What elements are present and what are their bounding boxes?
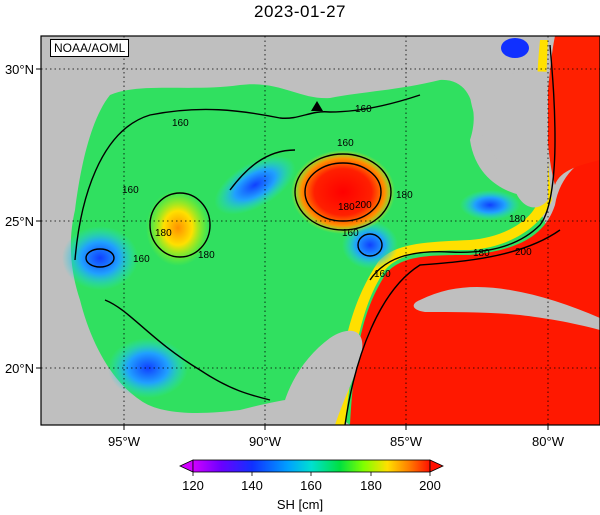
- cold-eddy-west: [62, 226, 138, 290]
- colorbar-min-arrow: [179, 459, 194, 473]
- yucatan-land: [280, 330, 363, 425]
- contour-line: [229, 149, 296, 191]
- colorbar-max-arrow: [429, 459, 444, 473]
- cold-band-central: [214, 155, 296, 215]
- credit-label: NOAA/AOML: [50, 39, 130, 57]
- cold-patch-northeast: [501, 38, 529, 58]
- cold-patch-shelf: [460, 190, 520, 220]
- contour-label: 200: [515, 247, 532, 258]
- x-tick-label: 80°W: [532, 434, 565, 449]
- colorbar-tick-label: 180: [360, 478, 382, 493]
- contour-label: 180: [338, 202, 355, 213]
- x-tick-label: 90°W: [249, 434, 282, 449]
- colorbar-label: SH [cm]: [276, 497, 324, 512]
- y-tick-label: 25°N: [5, 214, 34, 229]
- contour-label: 160: [374, 269, 391, 280]
- contour-line: [149, 192, 211, 258]
- contour-label: 180: [473, 248, 490, 259]
- x-tick-label: 85°W: [390, 434, 423, 449]
- contour-label: 160: [172, 118, 189, 129]
- colorbar-tick-label: 160: [300, 478, 322, 493]
- contour-line: [357, 233, 383, 257]
- colorbar-tick-label: 200: [419, 478, 441, 493]
- map-title: 2023-01-27: [254, 2, 346, 21]
- colorbar-scale: [192, 459, 431, 473]
- contour-line: [85, 248, 115, 268]
- contour-line: [369, 44, 556, 281]
- contour-label: 160: [122, 185, 139, 196]
- contour-label: 160: [337, 138, 354, 149]
- x-tick-label: 95°W: [108, 434, 141, 449]
- cuba-land: [413, 287, 600, 330]
- tick-marks: [36, 68, 549, 430]
- warm-patch-west: [146, 190, 210, 266]
- station-triangle-icon: [311, 101, 323, 111]
- atlantic-water: [546, 36, 600, 185]
- contour-line: [344, 229, 561, 425]
- florida-land: [469, 71, 548, 208]
- y-tick-label: 30°N: [5, 62, 34, 77]
- gridlines: [41, 36, 600, 425]
- map-frame: [40, 35, 600, 426]
- contour-label: 180: [396, 190, 413, 201]
- contour-line: [294, 153, 392, 231]
- map-area: 160 160 160 160 160 160 160 180 180 180 …: [41, 36, 600, 425]
- contour-label: 180: [198, 250, 215, 261]
- contour-label: 180: [509, 214, 526, 225]
- contour-label: 160: [355, 104, 372, 115]
- contour-label: 160: [342, 228, 359, 239]
- contour-line: [74, 94, 421, 261]
- contour-line: [104, 299, 271, 401]
- contour-label: 180: [155, 228, 172, 239]
- contour-label: 160: [133, 254, 150, 265]
- y-tick-label: 20°N: [5, 361, 34, 376]
- cold-eddy-east: [342, 221, 398, 269]
- contour-label: 200: [355, 200, 372, 211]
- colorbar: 120 140 160 180 200: [179, 459, 444, 493]
- cold-eddy-southwest: [108, 338, 188, 398]
- colorbar-tick-label: 140: [241, 478, 263, 493]
- colorbar-tick-label: 120: [182, 478, 204, 493]
- gulfstream-edge: [335, 40, 552, 425]
